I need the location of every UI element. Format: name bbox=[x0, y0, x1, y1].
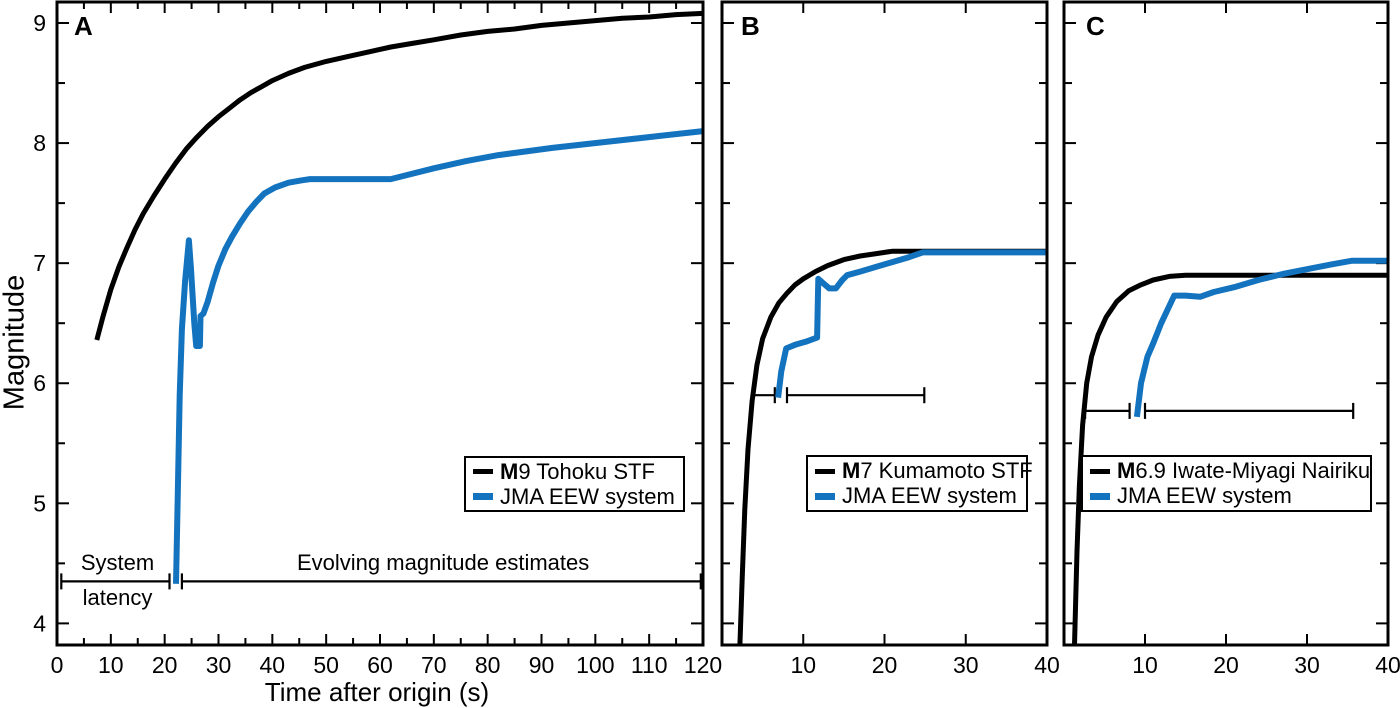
legend-entry-prefix: M bbox=[500, 458, 519, 484]
x-tick-label: 50 bbox=[313, 652, 339, 678]
legend-entry-prefix: M bbox=[1117, 458, 1136, 483]
legend-entry-eew: JMA EEW system bbox=[815, 483, 1020, 509]
plot-frame-A bbox=[55, 0, 705, 647]
x-tick-label: 110 bbox=[631, 652, 668, 678]
legend-entry-rest: JMA EEW system bbox=[1117, 483, 1292, 508]
range-bracket bbox=[1143, 402, 1355, 419]
plot-frame-B bbox=[720, 0, 1049, 647]
legend-entry-prefix: M bbox=[842, 458, 861, 483]
legend-entry-label: M7 Kumamoto STF bbox=[842, 458, 1033, 484]
annotation-system: System bbox=[80, 550, 155, 575]
y-tick-label: 8 bbox=[33, 130, 46, 156]
legend-entry-rest: 7 Kumamoto STF bbox=[860, 458, 1033, 483]
x-tick-label: 20 bbox=[152, 652, 178, 678]
plot-frame-C bbox=[1062, 0, 1390, 647]
series-line-m6.9-iwate-miyagi-nairiku bbox=[1072, 272, 1388, 646]
range-bracket bbox=[785, 387, 926, 404]
y-tick-label: 9 bbox=[33, 10, 46, 36]
x-tick-label: 60 bbox=[367, 652, 393, 678]
legend-entry-eew: JMA EEW system bbox=[473, 484, 677, 509]
series-line-m7-kumamoto-stf bbox=[737, 248, 1047, 646]
x-tick-label: 10 bbox=[1132, 652, 1158, 678]
legend-entry-label: M9 Tohoku STF bbox=[500, 459, 655, 485]
x-tick-label: 10 bbox=[791, 652, 817, 678]
x-tick-label: 30 bbox=[206, 652, 232, 678]
panel-C: 10 20 30 40 bbox=[1062, 0, 1400, 678]
legend-panel-b: M7 Kumamoto STF JMA EEW system bbox=[806, 455, 1033, 512]
annotation-evolving-estimates: Evolving magnitude estimates bbox=[297, 550, 590, 575]
series-line-jma-eew-system bbox=[1133, 257, 1388, 418]
legend-entry-label: JMA EEW system bbox=[842, 483, 1017, 509]
stf-line-swatch bbox=[1090, 468, 1110, 474]
legend-entry-stf: M7 Kumamoto STF bbox=[815, 458, 1033, 484]
x-tick-label: 100 bbox=[576, 652, 614, 678]
panel-B: 10 20 30 40 bbox=[720, 0, 1060, 678]
x-tick-label: 120 bbox=[684, 652, 722, 678]
legend-entry-label: M6.9 Iwate-Miyagi Nairiku bbox=[1117, 458, 1370, 484]
x-tick-label: 10 bbox=[98, 652, 124, 678]
x-tick-label: 40 bbox=[260, 652, 286, 678]
x-tick-label: 90 bbox=[529, 652, 555, 678]
eew-line-swatch bbox=[1090, 492, 1110, 500]
y-axis-label: Magnitude bbox=[0, 274, 31, 411]
x-tick-label: 20 bbox=[1213, 652, 1239, 678]
legend-entry-label: JMA EEW system bbox=[1117, 483, 1292, 509]
legend-entry-rest: 9 Tohoku STF bbox=[518, 458, 655, 484]
y-tick-label: 5 bbox=[33, 490, 46, 516]
stf-line-swatch bbox=[815, 468, 835, 474]
x-tick-label: 0 bbox=[51, 652, 64, 678]
legend-entry-rest: JMA EEW system bbox=[500, 483, 675, 509]
range-bracket bbox=[180, 573, 702, 590]
x-tick-label: 40 bbox=[1034, 652, 1060, 678]
legend-entry-rest: JMA EEW system bbox=[842, 483, 1017, 508]
panel-c-letter: C bbox=[1086, 11, 1105, 41]
x-tick-label: 30 bbox=[1294, 652, 1320, 678]
panel-b-letter: B bbox=[741, 11, 760, 41]
series-line-m9-tohoku-stf bbox=[94, 10, 704, 341]
legend-panel-a: M9 Tohoku STF JMA EEW system bbox=[464, 456, 685, 512]
y-tick-label: 4 bbox=[33, 610, 46, 636]
x-tick-label: 40 bbox=[1375, 652, 1400, 678]
y-tick-label: 7 bbox=[33, 250, 46, 276]
x-tick-label: 70 bbox=[421, 652, 447, 678]
x-tick-label: 80 bbox=[475, 652, 501, 678]
y-tick-label: 6 bbox=[33, 370, 46, 396]
legend-entry-stf: M9 Tohoku STF bbox=[473, 459, 677, 484]
legend-entry-rest: 6.9 Iwate-Miyagi Nairiku bbox=[1135, 458, 1371, 483]
x-tick-label: 20 bbox=[872, 652, 898, 678]
x-axis-label: Time after origin (s) bbox=[264, 677, 490, 707]
panel-a-letter: A bbox=[74, 11, 93, 41]
x-tick-label: 30 bbox=[953, 652, 979, 678]
legend-panel-c: M6.9 Iwate-Miyagi Nairiku JMA EEW system bbox=[1081, 455, 1372, 512]
stf-line-swatch bbox=[473, 469, 493, 474]
series-line-jma-eew-system bbox=[173, 128, 704, 584]
eew-line-swatch bbox=[473, 493, 493, 500]
legend-entry-eew: JMA EEW system bbox=[1090, 483, 1364, 509]
annotation-latency: latency bbox=[82, 585, 153, 610]
panel-A: 0 10 20 30 40 50 60 70 80 90 100 110 120 4 5 6 7 8 9 bbox=[33, 0, 722, 678]
legend-entry-stf: M6.9 Iwate-Miyagi Nairiku bbox=[1090, 458, 1370, 484]
legend-entry-label: JMA EEW system bbox=[500, 484, 675, 510]
series-line-jma-eew-system bbox=[775, 249, 1047, 398]
eew-line-swatch bbox=[815, 492, 835, 500]
range-bracket bbox=[60, 573, 171, 590]
